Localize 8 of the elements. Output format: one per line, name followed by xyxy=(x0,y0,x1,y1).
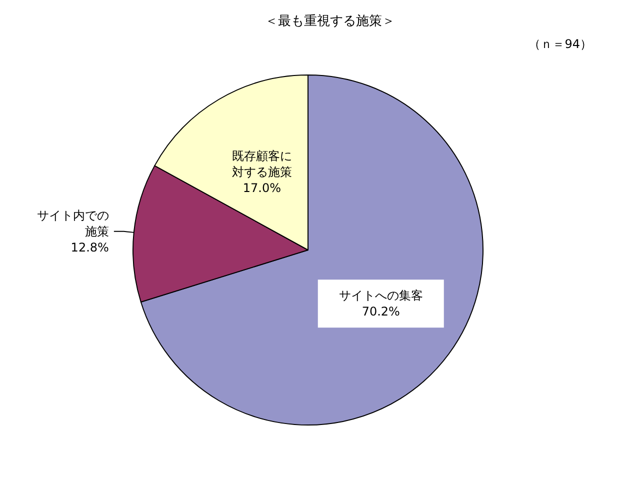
slice-label: 既存顧客に対する施策 xyxy=(232,149,292,180)
data-label: 70.2% xyxy=(362,304,400,319)
data-label: 17.0% xyxy=(242,181,281,196)
text: （ｎ＝94） xyxy=(528,37,592,51)
slice-label: サイトへの集客 xyxy=(338,288,423,303)
chart-title: ＜最も重視する施策＞ xyxy=(265,14,395,29)
data-label: 12.8% xyxy=(70,240,109,254)
slice-label: サイト内での施策 xyxy=(36,208,109,238)
